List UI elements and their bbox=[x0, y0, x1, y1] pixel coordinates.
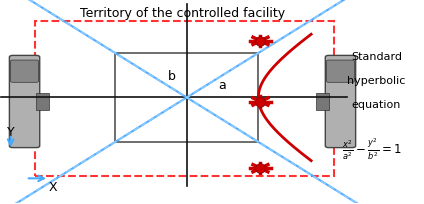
Text: Y: Y bbox=[7, 126, 14, 139]
Bar bbox=[115, 54, 258, 142]
FancyBboxPatch shape bbox=[326, 61, 354, 83]
Text: equation: equation bbox=[351, 100, 401, 110]
Text: $\frac{x^2}{a^2} - \frac{y^2}{b^2} = 1$: $\frac{x^2}{a^2} - \frac{y^2}{b^2} = 1$ bbox=[342, 136, 402, 162]
Bar bbox=[36, 94, 49, 110]
FancyBboxPatch shape bbox=[9, 56, 40, 148]
Text: X: X bbox=[49, 180, 58, 193]
Bar bbox=[316, 94, 329, 110]
FancyBboxPatch shape bbox=[11, 61, 39, 83]
Text: a: a bbox=[219, 79, 226, 92]
Text: b: b bbox=[168, 69, 176, 82]
Text: Territory of the controlled facility: Territory of the controlled facility bbox=[80, 7, 285, 20]
Text: Standard: Standard bbox=[351, 52, 402, 62]
Text: hyperbolic: hyperbolic bbox=[347, 76, 405, 86]
FancyBboxPatch shape bbox=[325, 56, 356, 148]
Bar bbox=[35, 21, 334, 176]
